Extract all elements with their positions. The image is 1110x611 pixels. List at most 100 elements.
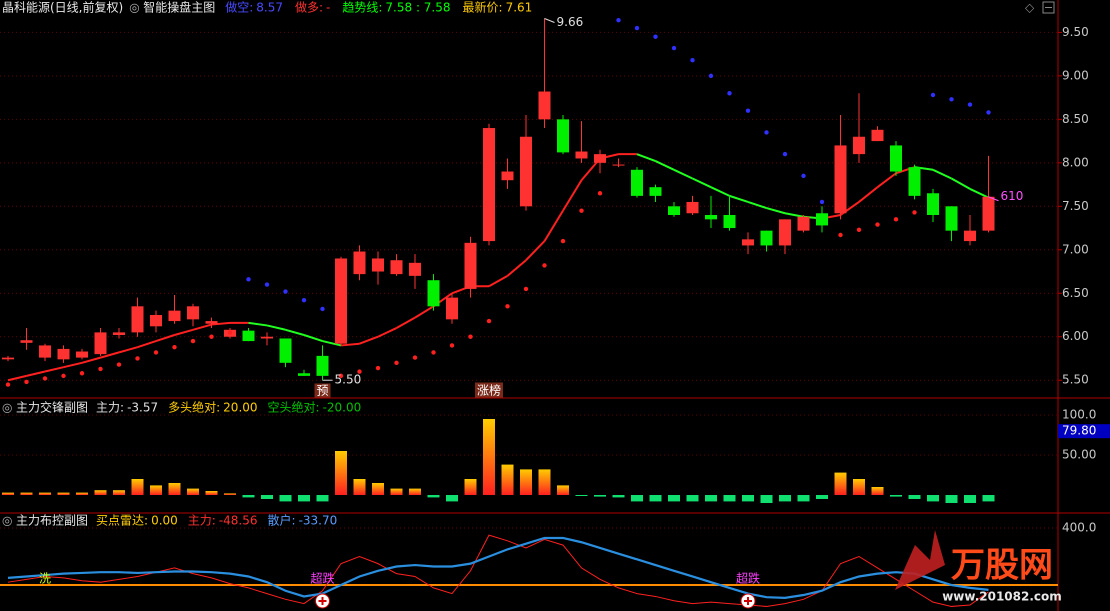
sar-dot: [893, 217, 899, 222]
candle-body: [890, 145, 902, 172]
sar-dot: [431, 350, 436, 355]
trend-segment: [359, 335, 379, 345]
candle-body: [187, 306, 199, 320]
annotation: 洗: [39, 572, 51, 586]
candle-body: [94, 332, 107, 355]
chart-title: 主力布控副图: [16, 514, 88, 528]
bar: [76, 492, 88, 495]
indicator-name: 趋势线:: [342, 1, 382, 15]
sar-dot: [209, 334, 214, 339]
icon-diamond[interactable]: ◇: [1025, 1, 1035, 15]
sar-dot: [61, 373, 66, 379]
bar: [686, 495, 699, 502]
bar: [409, 488, 421, 495]
bar: [205, 491, 218, 495]
candle-body: [686, 201, 699, 214]
indicator-value: -48.56: [219, 514, 258, 528]
trend-segment: [858, 186, 879, 203]
sar-dot: [579, 208, 584, 213]
sar-dot: [708, 73, 714, 79]
sar-dot: [542, 263, 547, 268]
value-marker-label: 79.80: [1062, 424, 1096, 438]
indicator-value: 7.61: [506, 1, 533, 15]
bar: [131, 479, 144, 495]
sar-dot: [653, 34, 658, 39]
bar: [242, 495, 255, 498]
y-tick-label: 50.00: [1062, 448, 1096, 462]
candle-body: [427, 280, 440, 307]
annotation-leader: [988, 196, 999, 202]
trend-segment: [396, 316, 416, 329]
candle-body: [871, 129, 884, 142]
trend-segment: [969, 188, 989, 199]
candle-body: [853, 136, 865, 155]
trend-segment: [137, 340, 157, 349]
sar-dot: [782, 151, 788, 157]
bar: [57, 492, 70, 495]
watermark-url: www.201082.com: [942, 590, 1062, 604]
candle-body: [982, 196, 995, 231]
bar: [353, 479, 366, 495]
sar-dot: [246, 277, 251, 282]
indicator-name: 做多:: [295, 0, 323, 15]
trend-segment: [81, 356, 101, 364]
bar: [39, 492, 51, 495]
bar: [113, 490, 125, 495]
trend-segment: [340, 342, 360, 347]
indicator-value: 0.00: [151, 514, 178, 528]
trend-segment: [44, 366, 64, 373]
sar-dot: [634, 25, 640, 31]
sar-dot: [468, 334, 473, 339]
annotation: 超跌: [310, 571, 334, 586]
bar: [372, 483, 384, 495]
trend-segment: [876, 172, 897, 188]
candle-body: [20, 340, 33, 343]
indicator-name: 主力:: [96, 401, 124, 415]
trend-segment: [951, 177, 971, 190]
trend-segment: [100, 351, 120, 359]
watermark-brand: 万股网: [951, 546, 1053, 586]
bar: [797, 495, 810, 502]
bar: [890, 495, 902, 497]
sar-dot: [801, 173, 806, 179]
bar: [871, 487, 884, 495]
bar: [94, 490, 107, 495]
annotation: 5.50: [335, 373, 362, 387]
sar-dot: [116, 362, 122, 367]
bar: [187, 488, 199, 495]
sar-dot: [190, 338, 196, 344]
signal-cross: [744, 597, 752, 605]
sar-dot: [24, 379, 29, 385]
sar-dot: [449, 343, 455, 348]
trend-segment: [26, 370, 46, 377]
trend-segment: [766, 207, 786, 215]
sar-dot: [856, 227, 862, 232]
bar: [150, 485, 162, 495]
sar-dot: [967, 102, 973, 107]
sar-dot: [949, 97, 954, 102]
trend-segment: [322, 340, 342, 347]
candle-body: [594, 154, 606, 163]
series-line: [7, 534, 989, 607]
bar: [982, 495, 995, 502]
indicator-value: 20.00: [223, 401, 257, 415]
candle-body: [501, 171, 514, 181]
bar: [594, 495, 606, 497]
annotation-box: [474, 382, 504, 398]
bar: [501, 464, 514, 495]
sar-dot: [5, 382, 11, 387]
trend-segment: [562, 179, 583, 212]
icon-collapse[interactable]: [1042, 1, 1055, 14]
trend-segment: [303, 334, 323, 343]
candle-body: [76, 351, 88, 358]
bar: [964, 495, 976, 503]
chart-title: 晶科能源(日线,前复权): [2, 0, 123, 15]
trend-segment: [155, 334, 175, 343]
y-tick-label: 7.00: [1062, 242, 1089, 256]
annotation: 涨榜: [477, 383, 501, 398]
candle-body: [705, 215, 717, 220]
candle-body: [668, 206, 680, 215]
bar: [945, 495, 958, 503]
